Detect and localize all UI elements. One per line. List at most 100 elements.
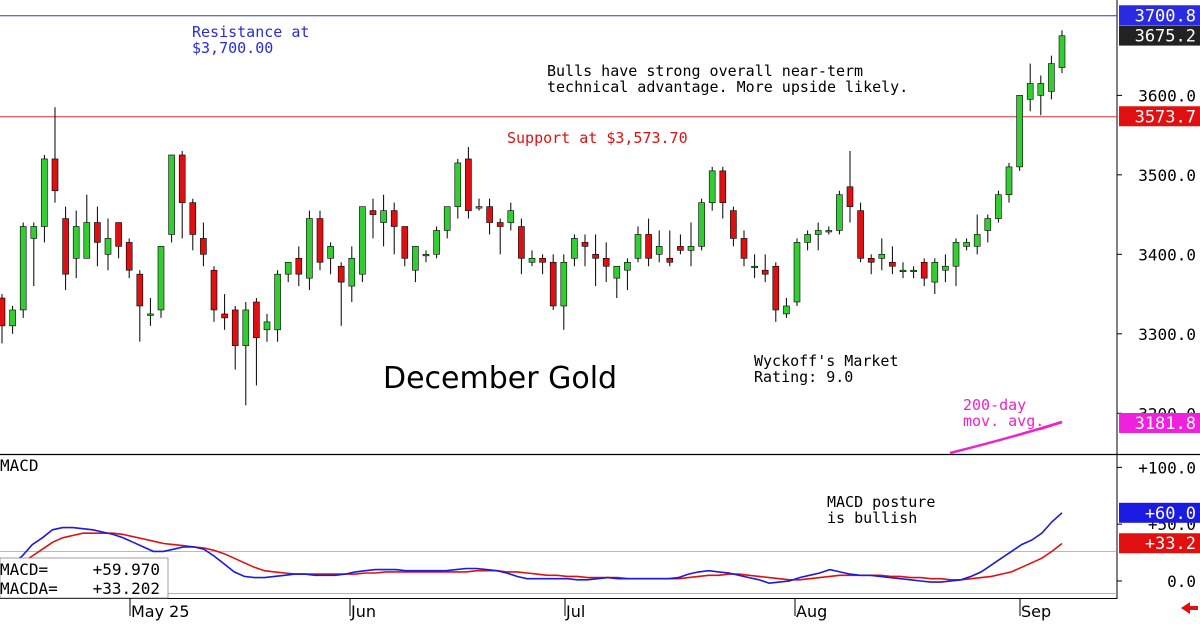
resistance-note-line1: Resistance at [192,23,309,41]
candle [316,210,324,271]
candle [857,202,864,263]
candle [263,313,271,342]
candle [454,158,462,219]
rating-line1: Wyckoff's Market [754,352,899,370]
macd-tick-label: +100.0 [1138,458,1196,477]
candle [602,242,610,283]
candle [412,246,419,283]
candle [687,222,695,267]
candle [910,266,917,279]
candle [836,190,843,235]
candle [518,218,525,275]
macda-value-tag-text: +33.2 [1145,534,1196,554]
resistance-price-tag [1119,5,1200,26]
candle [708,166,716,211]
ma-price-tag [1119,413,1200,433]
ma-price-tag-text: 3181.8 [1135,414,1196,434]
candle [1026,63,1034,112]
macda-line [1,532,1063,581]
month-tick-label: Aug [796,602,827,621]
candle [422,250,430,263]
candle [327,242,334,275]
candle [72,210,80,279]
candle [0,294,6,344]
month-tick-label: Sep [1021,602,1051,621]
candle [825,226,833,235]
candle [41,154,48,243]
macd-value-tag [1119,502,1200,523]
month-tick-label: May 25 [131,602,190,621]
price-tick-label: 3400.0 [1138,245,1196,264]
candle [295,246,303,287]
candle [730,206,737,247]
resistance-note-line2: $3,700.00 [192,39,273,57]
last-price-tag-text: 3675.2 [1135,27,1196,47]
chart-title: December Gold [383,361,617,396]
candle [571,234,578,267]
support-price-tag [1119,106,1200,127]
macd-line [1,512,1063,585]
candle [1037,75,1045,116]
candle [867,254,875,275]
candle [284,261,292,283]
candle [486,198,493,235]
candle [189,198,197,251]
candle [581,234,589,267]
macd-readout-label: MACD= [0,560,48,579]
macd-value-tag-text: +60.0 [1145,504,1196,524]
candle [253,298,260,386]
candle [19,222,27,318]
candle [221,294,228,330]
candle [560,254,568,330]
candle [952,238,960,287]
candle [9,305,16,334]
candle [401,226,409,267]
candle [804,230,811,251]
candle [348,246,356,302]
candle [613,265,621,299]
macd-readout-value: +59.970 [93,560,160,579]
candle [719,166,727,219]
candle [136,270,144,342]
candle [433,226,440,259]
candle [380,194,387,247]
candle [878,238,886,271]
candle [973,214,981,255]
candle [899,262,907,279]
candle [528,250,536,267]
candle [1016,95,1023,171]
price-tick-label: 3500.0 [1138,166,1196,185]
candle [30,222,38,287]
price-tick-label: 3600.0 [1138,86,1196,105]
candle [1005,162,1013,203]
candle [337,262,345,326]
candle [210,266,218,322]
scroll-left-arrow-icon[interactable] [1181,602,1198,614]
candle [1048,55,1055,100]
candle [168,154,175,243]
month-tick-label: Jul [565,602,585,621]
candle [984,214,992,243]
candle [104,218,112,271]
price-tick-label: 3300.0 [1138,325,1196,344]
candle [793,238,801,306]
candle [178,151,186,239]
ma-note-line1: 200-day [963,396,1026,414]
candle [369,198,377,239]
comment-line2: technical advantage. More upside likely. [547,78,908,96]
resistance-price-tag-text: 3700.8 [1135,6,1196,26]
macd-readout-box [0,557,169,599]
ma-note-line2: mov. avg. [963,412,1044,430]
candle [200,222,207,267]
macd-panel-label: MACD [0,456,39,475]
candle [231,305,239,370]
macd-comment-line2: is bullish [827,509,917,527]
candle [51,107,59,203]
rating-line2: Rating: 9.0 [754,368,853,386]
macd-comment-line1: MACD posture [827,493,935,511]
candle [814,222,822,251]
candle [496,218,504,255]
candlestick-series [0,30,1066,406]
candle [624,258,631,291]
